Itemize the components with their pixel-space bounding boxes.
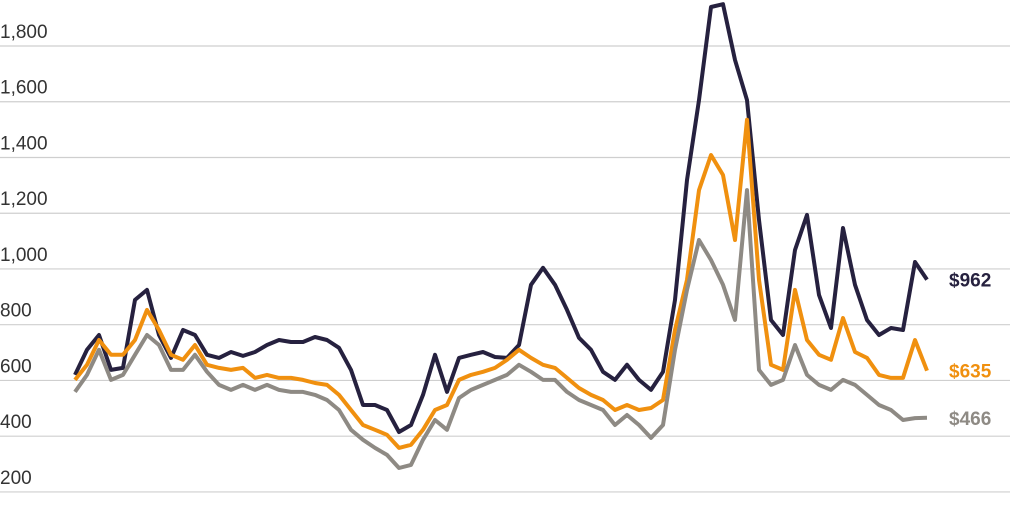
y-tick-label: 600 xyxy=(0,356,32,377)
y-tick-label: 1,000 xyxy=(0,245,48,266)
series-line xyxy=(73,117,929,450)
y-tick-label: 400 xyxy=(0,412,32,433)
end-value-label: $962 xyxy=(949,271,991,292)
y-tick-label: 200 xyxy=(0,468,32,489)
series-line xyxy=(73,188,928,470)
y-tick-label: 1,600 xyxy=(0,78,48,99)
y-tick-label: 1,400 xyxy=(0,133,48,154)
end-value-label: $466 xyxy=(949,409,991,430)
y-tick-label: 1,800 xyxy=(0,22,48,43)
y-tick-label: 1,200 xyxy=(0,189,48,210)
series-line xyxy=(73,2,929,434)
y-tick-label: 800 xyxy=(0,301,32,322)
end-value-label: $635 xyxy=(949,362,992,383)
